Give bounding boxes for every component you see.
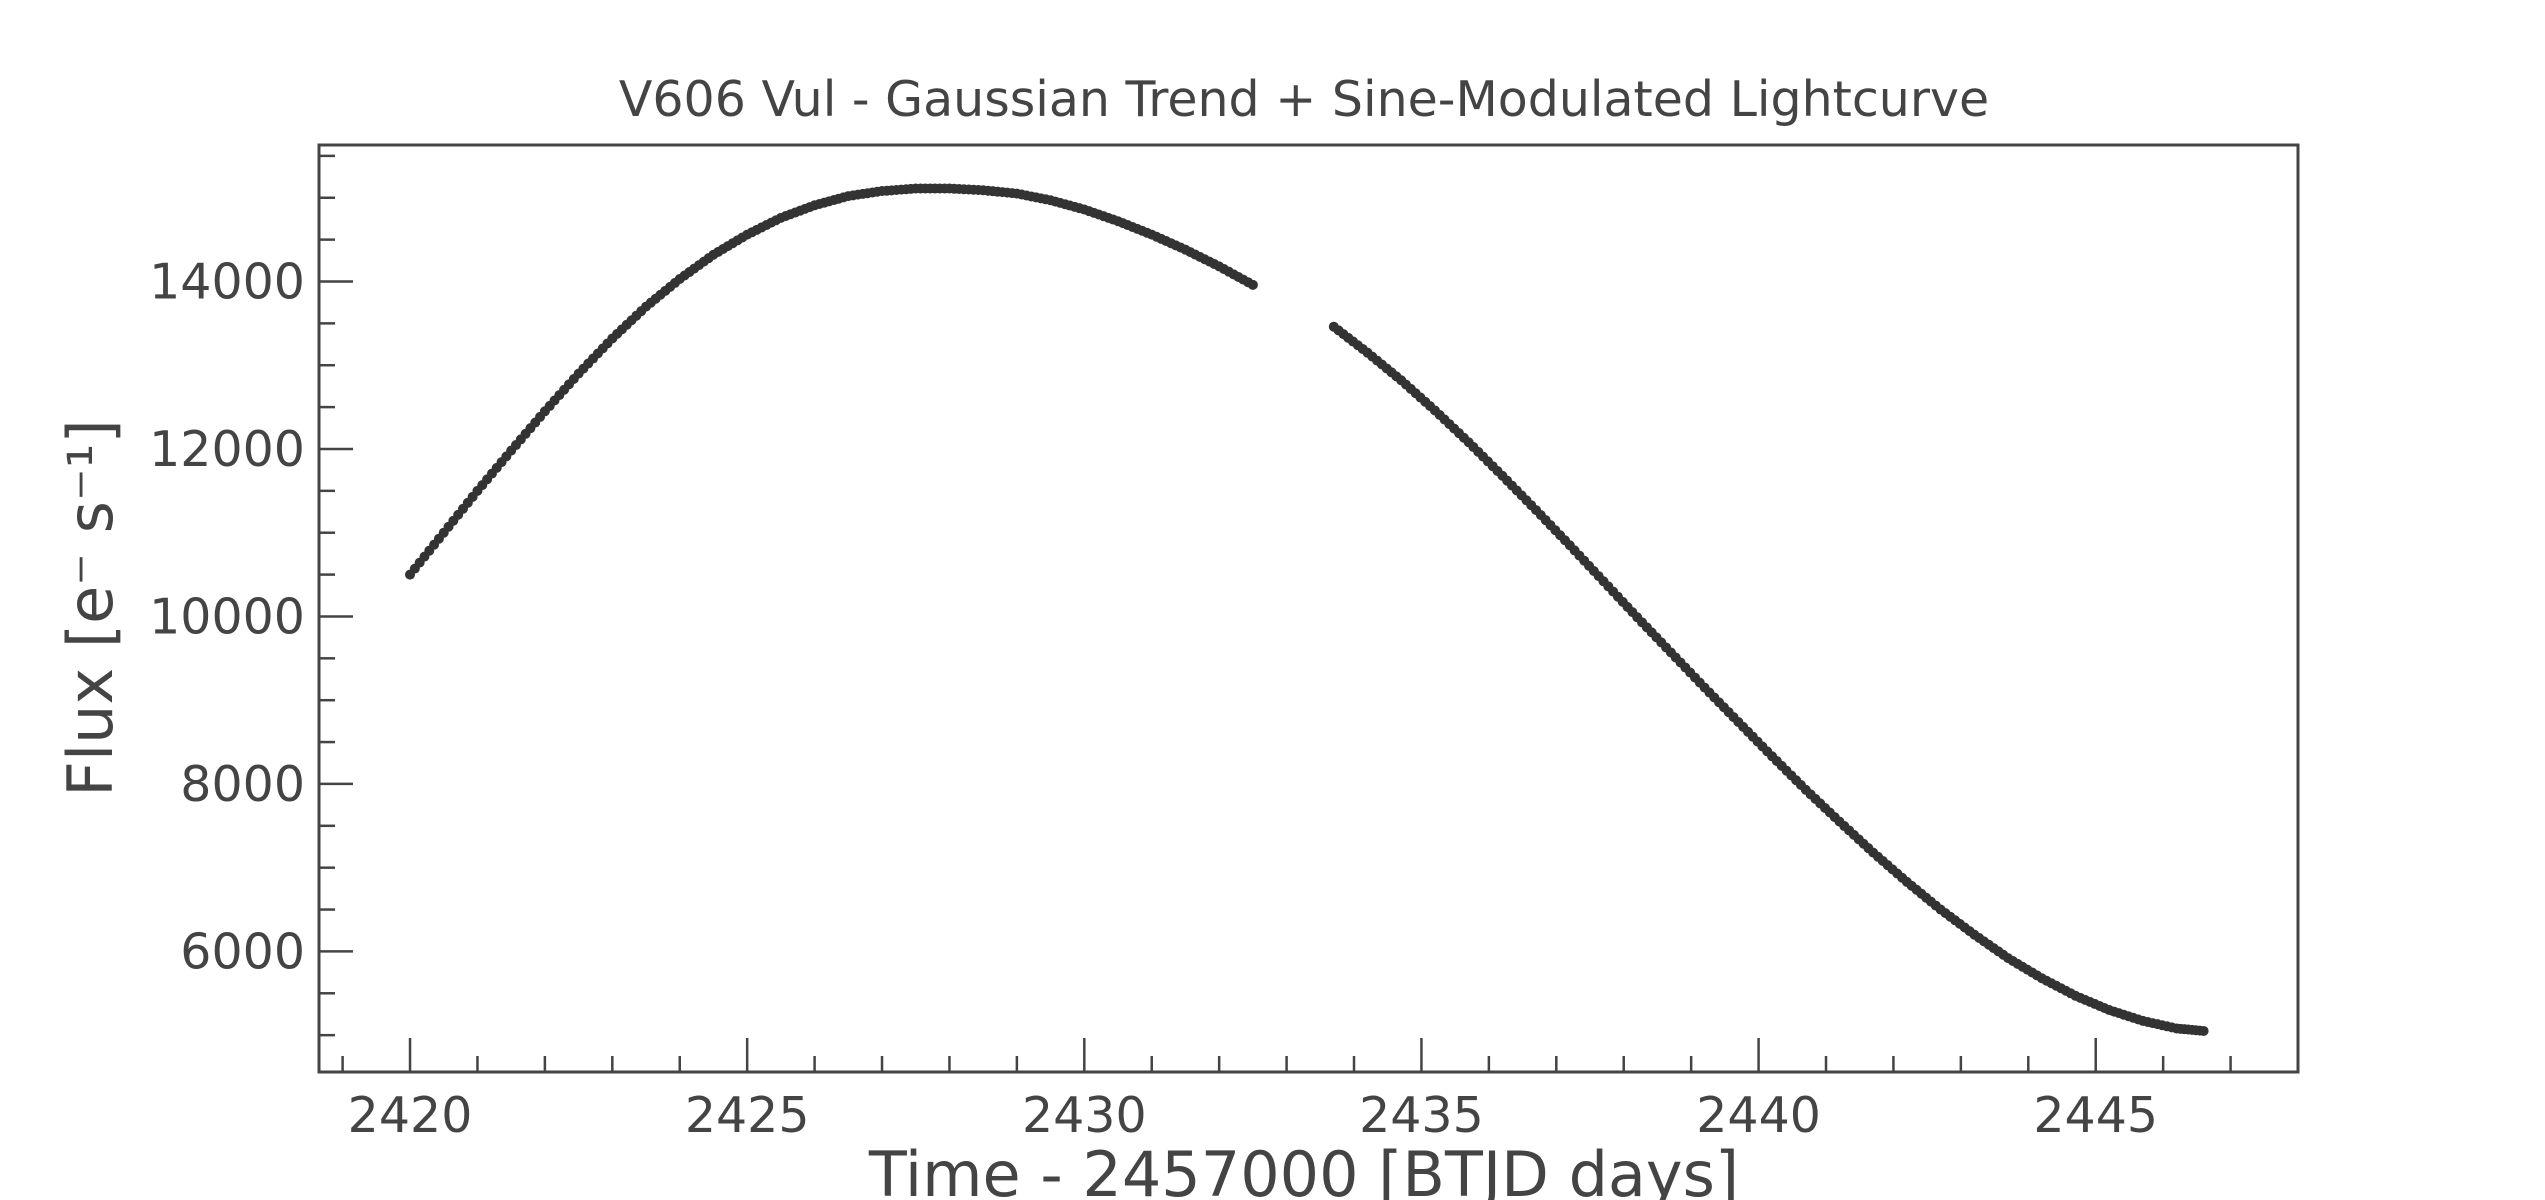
axis-ticks — [319, 154, 2300, 1072]
axis-tick-labels: 2420 2425 2430 2435 2440 2445 6000 8000 10000 120… — [149, 253, 2158, 1144]
y-tick-label: 6000 — [180, 923, 305, 980]
data-point — [2198, 1025, 2209, 1036]
y-tick-label: 14000 — [149, 253, 305, 310]
y-tick-label: 10000 — [149, 588, 305, 645]
y-tick-label: 12000 — [149, 421, 305, 478]
plot-frame — [317, 143, 2300, 1074]
chart-title: V606 Vul - Gaussian Trend + Sine-Modulat… — [619, 71, 1989, 128]
x-axis-label: Time - 2457000 [BTJD days] — [868, 1138, 1739, 1200]
y-tick-label: 8000 — [180, 756, 305, 813]
x-tick-label: 2430 — [1022, 1087, 1147, 1144]
x-tick-label: 2435 — [1359, 1087, 1484, 1144]
x-tick-label: 2445 — [2033, 1087, 2158, 1144]
plot-area — [317, 143, 2300, 1074]
x-tick-label: 2440 — [1696, 1087, 1821, 1144]
x-tick-label: 2425 — [685, 1087, 810, 1144]
x-tick-label: 2420 — [348, 1087, 473, 1144]
data-series — [405, 183, 2209, 1036]
y-axis-label: Flux [e⁻ s⁻¹] — [54, 419, 127, 796]
data-point — [1247, 279, 1258, 290]
